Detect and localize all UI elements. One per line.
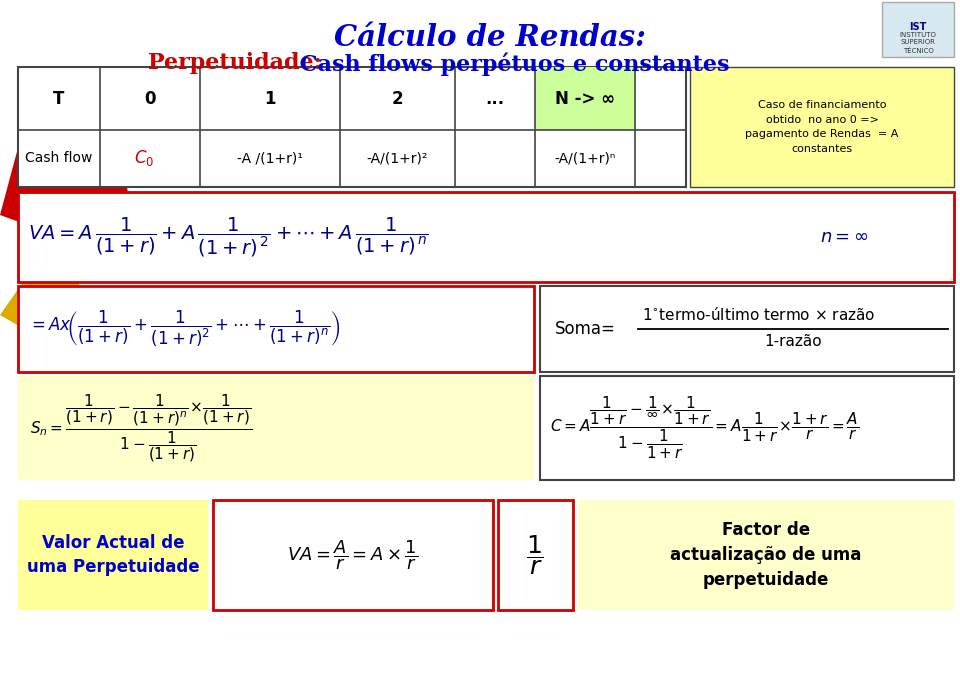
Text: N -> ∞: N -> ∞ xyxy=(555,90,615,107)
Text: Cash flows perpétuos e constantes: Cash flows perpétuos e constantes xyxy=(300,52,730,76)
Bar xyxy=(540,286,954,372)
Text: 2: 2 xyxy=(392,90,403,107)
Bar xyxy=(535,67,635,130)
Text: INSTITUTO
SUPERIOR
TÉCNICO: INSTITUTO SUPERIOR TÉCNICO xyxy=(900,32,936,53)
Text: ...: ... xyxy=(486,90,505,107)
Text: $\dfrac{1}{r}$: $\dfrac{1}{r}$ xyxy=(526,533,544,577)
Text: Factor de
actualização de uma
perpetuidade: Factor de actualização de uma perpetuida… xyxy=(670,521,862,589)
Text: $C_0$: $C_0$ xyxy=(133,148,155,169)
Text: Valor Actual de
uma Perpetuidade: Valor Actual de uma Perpetuidade xyxy=(27,533,200,576)
Bar xyxy=(18,376,534,480)
Text: -A/(1+r)ⁿ: -A/(1+r)ⁿ xyxy=(554,151,615,165)
Text: 0: 0 xyxy=(144,90,156,107)
Text: Perpetuidade:: Perpetuidade: xyxy=(148,52,322,74)
Text: Caso de financiamento
obtido  no ano 0 =>
pagamento de Rendas  = A
constantes: Caso de financiamento obtido no ano 0 =>… xyxy=(745,100,899,154)
Wedge shape xyxy=(0,89,130,259)
Text: Cálculo de Rendas:: Cálculo de Rendas: xyxy=(334,23,646,52)
Text: T: T xyxy=(54,90,64,107)
Text: $C = A\dfrac{\dfrac{1}{1+r} - \dfrac{1}{\infty}\!\times\!\dfrac{1}{1+r}}{1 - \df: $C = A\dfrac{\dfrac{1}{1+r} - \dfrac{1}{… xyxy=(550,395,859,461)
Text: $1^{\circ}$termo-último termo $\times$ razão: $1^{\circ}$termo-último termo $\times$ r… xyxy=(642,306,876,323)
Text: IST: IST xyxy=(909,22,926,32)
Text: 1-razão: 1-razão xyxy=(764,333,822,348)
Bar xyxy=(882,2,954,57)
Bar xyxy=(18,192,954,282)
Bar xyxy=(578,500,954,610)
Text: -A /(1+r)¹: -A /(1+r)¹ xyxy=(237,151,303,165)
Text: -A/(1+r)²: -A/(1+r)² xyxy=(367,151,428,165)
Bar xyxy=(690,67,954,187)
Text: $= Ax\!\left(\dfrac{1}{(1+r)} + \dfrac{1}{(1+r)^2} + \cdots + \dfrac{1}{(1+r)^n}: $= Ax\!\left(\dfrac{1}{(1+r)} + \dfrac{1… xyxy=(28,309,340,349)
Bar xyxy=(18,500,208,610)
Text: $VA = A\,\dfrac{1}{(1 + r)} + A\,\dfrac{1}{(1 + r)^{\,2}} + \cdots + A\,\dfrac{1: $VA = A\,\dfrac{1}{(1 + r)} + A\,\dfrac{… xyxy=(28,215,428,259)
Bar xyxy=(213,500,493,610)
Bar xyxy=(18,67,686,187)
Bar xyxy=(498,500,573,610)
Text: $n = \infty$: $n = \infty$ xyxy=(820,228,869,246)
Text: Soma=: Soma= xyxy=(555,320,616,338)
Text: $VA = \dfrac{A}{r} = A \times \dfrac{1}{r}$: $VA = \dfrac{A}{r} = A \times \dfrac{1}{… xyxy=(287,538,419,572)
Bar xyxy=(18,286,534,372)
Text: $S_n = \dfrac{\dfrac{1}{(1+r)} - \dfrac{1}{(1+r)^n}\!\times\!\dfrac{1}{(1+r)}}{1: $S_n = \dfrac{\dfrac{1}{(1+r)} - \dfrac{… xyxy=(30,392,253,464)
Text: 1: 1 xyxy=(264,90,276,107)
Wedge shape xyxy=(0,246,85,358)
Text: Cash flow: Cash flow xyxy=(25,151,93,165)
Bar xyxy=(540,376,954,480)
